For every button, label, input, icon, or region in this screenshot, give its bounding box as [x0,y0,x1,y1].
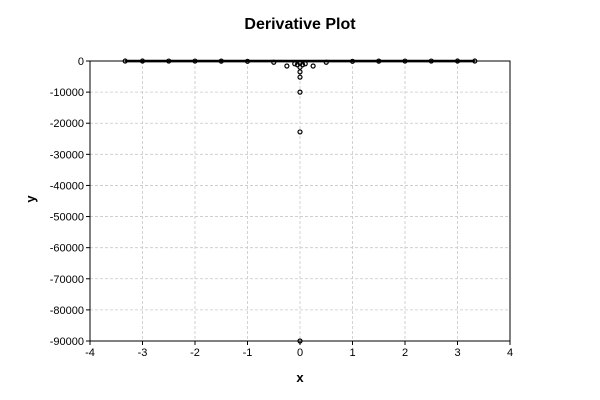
y-tick-label-7: -70000 [50,274,84,286]
data-point-19 [310,63,316,69]
y-tick-label-4: -40000 [50,180,84,192]
data-point-17 [300,62,306,68]
data-point-18 [302,61,308,67]
data-point-14 [297,89,303,95]
x-tick-label-7: 3 [454,347,460,359]
data-point-20 [323,59,329,65]
x-tick-label-2: -2 [190,347,200,359]
y-tick-label-5: -50000 [50,212,84,224]
y-tick-label-6: -60000 [50,243,84,255]
x-tick-label-0: -4 [85,347,95,359]
y-tick-label-9: -90000 [50,336,84,348]
y-tick-label-3: -30000 [50,149,84,161]
x-tick-label-8: 4 [507,347,513,359]
gridlines [89,60,511,342]
y-tick-label-1: -10000 [50,87,84,99]
x-tick-label-6: 2 [402,347,408,359]
data-point-12 [297,69,303,75]
x-tick-label-1: -3 [138,347,148,359]
y-axis-label: y [23,195,38,203]
data-point-15 [297,129,303,135]
x-tick-label-5: 1 [349,347,355,359]
data-point-7 [284,63,290,69]
y-tick-label-0: 0 [78,56,84,68]
chart-title: Derivative Plot [244,16,356,33]
x-axis-label: x [296,370,304,385]
x-tick-label-3: -1 [243,347,253,359]
y-tick-label-8: -80000 [50,305,84,317]
x-tick-label-4: 0 [297,347,303,359]
y-axis-ticks: 0 -10000 -20000 -30000 -40000 -50000 -60000 -70… [50,56,90,348]
data-point-8 [292,61,298,67]
data-point-6 [271,59,277,65]
data-point-13 [297,74,303,80]
y-tick-label-2: -20000 [50,118,84,130]
x-axis-ticks: -4 -3 -2 -1 0 1 2 3 4 [85,341,513,359]
